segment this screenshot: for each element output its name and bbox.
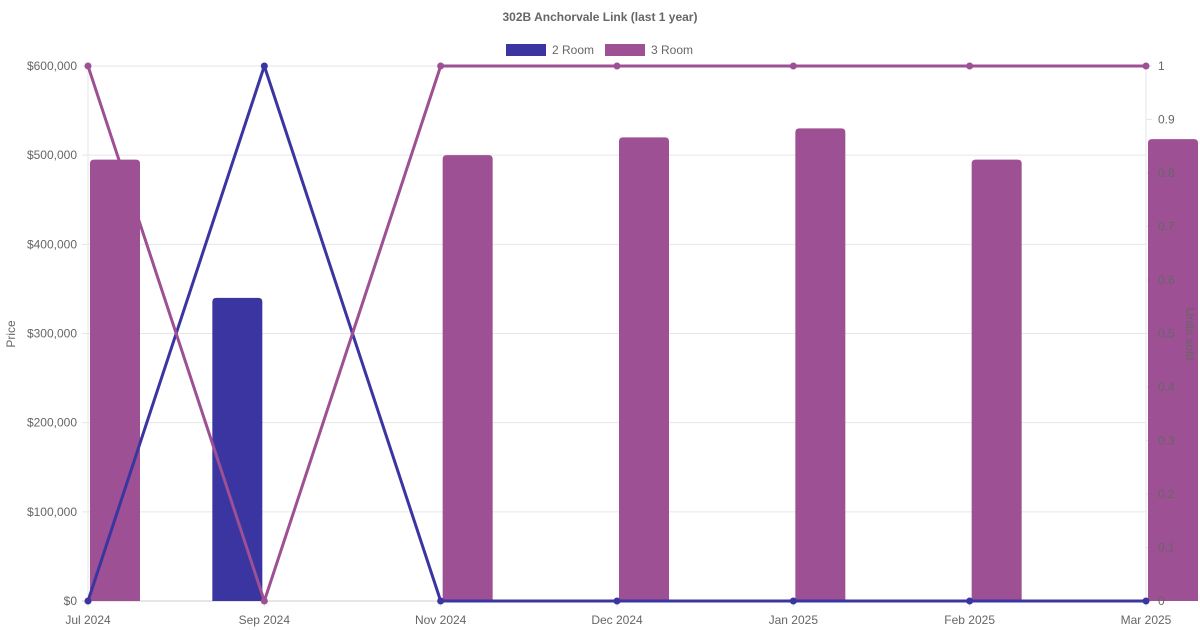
bar-3-room [90, 159, 140, 601]
bar-3-room [619, 137, 669, 602]
point-3-room-units [966, 62, 974, 70]
point-3-room-units [1142, 62, 1150, 70]
y-right-tick-label: 0.5 [1158, 327, 1175, 341]
point-2-room-units [260, 62, 268, 70]
x-tick-label: Sep 2024 [239, 613, 291, 627]
bar-2-room [212, 297, 263, 601]
point-3-room-units [84, 62, 92, 70]
y-right-axis-title: Units sold [1183, 308, 1197, 361]
x-tick-label: Feb 2025 [944, 613, 995, 627]
point-3-room-units [437, 62, 445, 70]
bar-layer [90, 128, 1198, 602]
y-left-axis-title: Price [4, 320, 18, 348]
axis-layer: $0 $100,000 $200,000 $300,000 $400,000 $500,0… [27, 59, 1175, 627]
x-tick-label: Dec 2024 [591, 613, 643, 627]
bar-3-room [795, 128, 846, 601]
legend: 2 Room 3 Room [506, 43, 693, 57]
point-2-room-units [1142, 597, 1150, 605]
line-layer [84, 62, 1150, 605]
y-right-tick-label: 0.9 [1158, 113, 1175, 127]
x-tick-label: Mar 2025 [1121, 613, 1172, 627]
x-tick-label: Nov 2024 [415, 613, 467, 627]
y-right-tick-label: 0.1 [1158, 541, 1175, 555]
legend-label: 3 Room [651, 43, 693, 57]
y-left-tick-label: $200,000 [27, 416, 77, 430]
point-3-room-units [613, 62, 621, 70]
y-left-tick-label: $300,000 [27, 327, 77, 341]
legend-swatch [506, 44, 546, 56]
bar-3-room [442, 155, 493, 601]
y-left-tick-label: $100,000 [27, 505, 77, 519]
x-tick-label: Jan 2025 [769, 613, 819, 627]
y-right-tick-label: 1 [1158, 59, 1165, 73]
y-right-tick-label: 0.6 [1158, 273, 1175, 287]
y-right-tick-label: 0.8 [1158, 166, 1175, 180]
bar-3-room [971, 159, 1022, 601]
legend-label: 2 Room [552, 43, 594, 57]
point-2-room-units [789, 597, 797, 605]
bar-3-room [1148, 139, 1198, 601]
x-tick-label: Jul 2024 [65, 613, 111, 627]
point-3-room-units [260, 597, 268, 605]
point-2-room-units [613, 597, 621, 605]
y-right-tick-label: 0.2 [1158, 487, 1175, 501]
chart-title: 302B Anchorvale Link (last 1 year) [503, 10, 698, 24]
point-2-room-units [966, 597, 974, 605]
y-left-tick-label: $400,000 [27, 237, 77, 251]
point-3-room-units [789, 62, 797, 70]
y-right-tick-label: 0.4 [1158, 380, 1175, 394]
legend-swatch [605, 44, 645, 56]
y-right-tick-label: 0 [1158, 594, 1165, 608]
point-2-room-units [84, 597, 92, 605]
point-2-room-units [437, 597, 445, 605]
y-left-tick-label: $0 [64, 594, 78, 608]
y-left-tick-label: $500,000 [27, 148, 77, 162]
y-left-tick-label: $600,000 [27, 59, 77, 73]
y-right-tick-label: 0.3 [1158, 434, 1175, 448]
y-right-tick-label: 0.7 [1158, 220, 1175, 234]
